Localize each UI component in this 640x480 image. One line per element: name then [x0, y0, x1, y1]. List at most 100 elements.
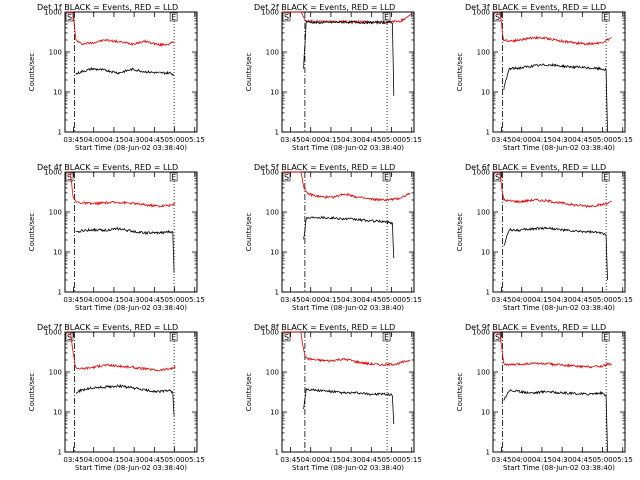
x-tick-label: 04:30: [341, 456, 361, 464]
x-axis-label: Start Time (08-Jun-02 03:38:40): [503, 304, 615, 312]
start-marker-box: [65, 332, 74, 342]
x-axis-label: Start Time (08-Jun-02 03:38:40): [75, 304, 187, 312]
lld-series-line: [282, 171, 411, 202]
x-tick-label: 04:30: [552, 136, 572, 144]
y-tick-label: 100: [266, 49, 279, 57]
panel-3: Det 3f BLACK = Events, RED = LLD 1 10 100 10…: [456, 3, 633, 152]
y-tick-label: 1000: [261, 169, 279, 177]
x-tick-label: 04:30: [124, 136, 144, 144]
panel-title: Det 5f BLACK = Events, RED = LLD: [254, 163, 395, 172]
x-tick-label: 04:00: [512, 456, 532, 464]
x-tick-label: 04:00: [301, 136, 321, 144]
lld-series-line: [493, 171, 612, 209]
x-tick-label: 05:15: [185, 296, 205, 304]
start-marker-box: [65, 172, 74, 182]
lld-series-line: [65, 331, 176, 372]
plot-frame: [64, 171, 198, 293]
start-marker-box: [493, 12, 502, 22]
x-tick-label: 05:00: [164, 296, 184, 304]
events-series-line: [75, 66, 175, 76]
y-axis-label: Counts/sec: [456, 53, 464, 92]
plot-frame: [281, 171, 415, 293]
x-tick-label: 04:15: [104, 456, 124, 464]
start-marker-label: S: [67, 13, 72, 22]
x-tick-label: 04:45: [361, 296, 381, 304]
y-tick-label: 100: [49, 49, 62, 57]
x-tick-label: 04:15: [321, 136, 341, 144]
end-marker-box: [601, 332, 610, 342]
events-series-line: [303, 19, 395, 96]
plot-frame: [64, 331, 198, 453]
y-tick-label: 1000: [44, 329, 62, 337]
x-tick-label: 04:15: [532, 456, 552, 464]
y-tick-label: 1: [58, 449, 62, 457]
x-tick-label: 04:00: [301, 456, 321, 464]
x-axis-label: Start Time (08-Jun-02 03:38:40): [75, 144, 187, 152]
end-marker-label: E: [384, 333, 389, 342]
y-axis-label: Counts/sec: [245, 53, 253, 92]
y-axis-label: Counts/sec: [28, 213, 36, 252]
y-tick-label: 100: [49, 209, 62, 217]
start-marker-label: S: [284, 173, 289, 182]
x-tick-label: 04:30: [341, 296, 361, 304]
x-tick-label: 03:45: [491, 296, 511, 304]
panel-9: Det 9f BLACK = Events, RED = LLD 1 10 100 10…: [456, 323, 633, 472]
x-tick-label: 03:45: [491, 136, 511, 144]
panel-title: Det 9f BLACK = Events, RED = LLD: [465, 323, 606, 332]
end-marker-label: E: [171, 13, 176, 22]
x-tick-label: 04:45: [144, 296, 164, 304]
start-marker-label: S: [67, 173, 72, 182]
start-marker-box: [493, 172, 502, 182]
start-marker-box: [65, 12, 74, 22]
x-tick-label: 05:15: [613, 456, 633, 464]
x-tick-label: 05:15: [402, 456, 422, 464]
end-marker-label: E: [603, 13, 608, 22]
y-axis-label: Counts/sec: [28, 53, 36, 92]
y-axis-label: Counts/sec: [245, 373, 253, 412]
start-marker-box: [282, 12, 291, 22]
x-tick-label: 04:30: [552, 296, 572, 304]
x-tick-label: 04:30: [124, 296, 144, 304]
y-tick-label: 100: [266, 369, 279, 377]
events-series-line: [503, 62, 608, 133]
y-tick-label: 100: [477, 49, 490, 57]
panel-1: Det 1f BLACK = Events, RED = LLD 1 10 100 10…: [28, 3, 205, 152]
lld-series-line: [282, 331, 411, 367]
end-marker-box: [382, 172, 391, 182]
y-tick-label: 1: [486, 449, 490, 457]
x-tick-label: 04:15: [104, 136, 124, 144]
y-tick-label: 10: [270, 249, 279, 257]
end-marker-label: E: [603, 173, 608, 182]
plot-frame: [492, 11, 626, 133]
y-tick-label: 10: [53, 249, 62, 257]
x-tick-label: 04:30: [552, 456, 572, 464]
panel-8: Det 8f BLACK = Events, RED = LLD 1 10 100 10…: [245, 323, 422, 472]
end-marker-label: E: [384, 13, 389, 22]
x-tick-label: 04:45: [361, 136, 381, 144]
x-tick-label: 05:15: [185, 456, 205, 464]
end-marker-box: [601, 12, 610, 22]
panel-title: Det 2f BLACK = Events, RED = LLD: [254, 3, 395, 12]
y-tick-label: 1: [58, 289, 62, 297]
x-tick-label: 04:00: [84, 296, 104, 304]
end-marker-box: [169, 332, 178, 342]
y-tick-label: 1000: [44, 169, 62, 177]
x-tick-label: 03:45: [63, 136, 83, 144]
y-tick-label: 1: [58, 129, 62, 137]
end-marker-label: E: [384, 173, 389, 182]
panel-title: Det 8f BLACK = Events, RED = LLD: [254, 323, 395, 332]
lld-series-line: [65, 171, 176, 208]
x-axis-label: Start Time (08-Jun-02 03:38:40): [503, 144, 615, 152]
x-tick-label: 04:15: [321, 296, 341, 304]
end-marker-box: [169, 172, 178, 182]
x-tick-label: 05:00: [164, 136, 184, 144]
y-tick-label: 10: [270, 89, 279, 97]
x-tick-label: 04:00: [512, 136, 532, 144]
x-tick-label: 04:45: [144, 136, 164, 144]
x-tick-label: 05:00: [592, 296, 612, 304]
x-axis-label: Start Time (08-Jun-02 03:38:40): [292, 464, 404, 472]
lld-series-line: [493, 11, 612, 46]
x-tick-label: 04:15: [321, 456, 341, 464]
panel-title: Det 7f BLACK = Events, RED = LLD: [37, 323, 178, 332]
